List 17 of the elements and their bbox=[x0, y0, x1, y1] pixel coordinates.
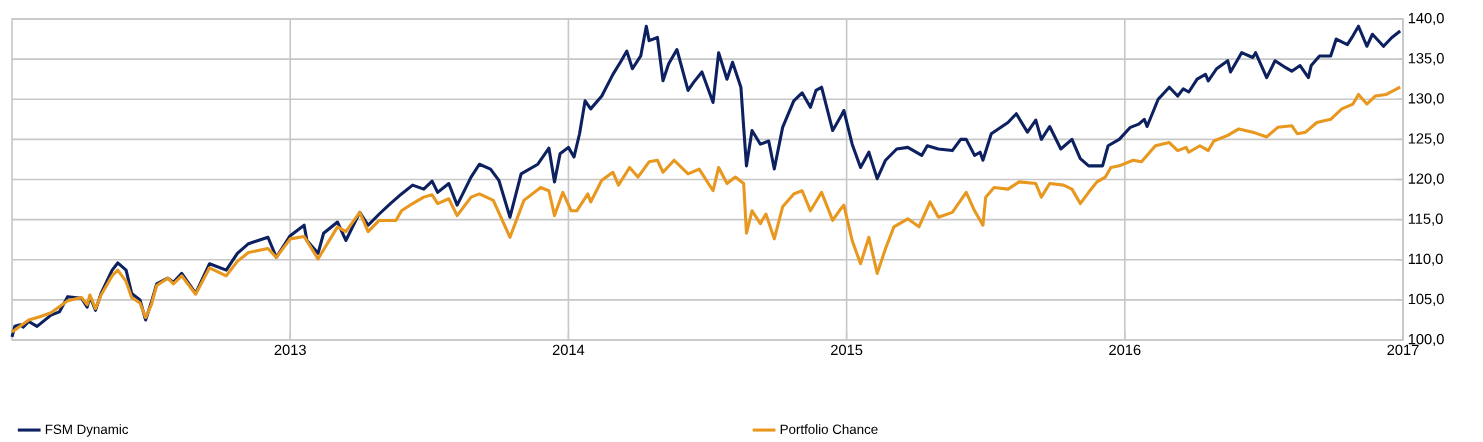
x-tick-label: 2013 bbox=[274, 344, 306, 356]
y-tick-label: 130,0 bbox=[1408, 93, 1444, 106]
y-tick-label: 140,0 bbox=[1408, 12, 1444, 26]
y-tick-label: 115,0 bbox=[1408, 213, 1443, 226]
y-tick-label: 110,0 bbox=[1408, 253, 1443, 266]
y-tick-label: 125,0 bbox=[1408, 133, 1444, 146]
y-tick-label: 105,0 bbox=[1408, 293, 1444, 306]
x-tick-label: 2016 bbox=[1109, 344, 1141, 356]
x-tick-label: 2014 bbox=[552, 344, 585, 356]
y-tick-label: 100,0 bbox=[1408, 333, 1444, 347]
y-tick-label: 135,0 bbox=[1408, 53, 1444, 66]
y-tick-label: 120,0 bbox=[1408, 173, 1444, 186]
x-tick-label: 2015 bbox=[831, 344, 863, 356]
legend-label: Portfolio Chance bbox=[780, 424, 878, 435]
line-series bbox=[10, 85, 1402, 334]
x-tick-label: 2017 bbox=[1387, 344, 1419, 356]
legend-label: FSM Dynamic bbox=[45, 424, 129, 437]
